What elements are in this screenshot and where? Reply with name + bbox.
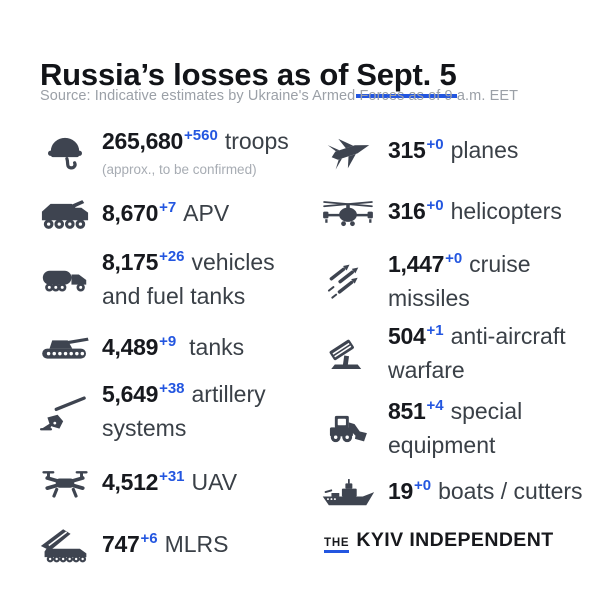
stat-delta: +4 — [426, 397, 444, 414]
stat-label: cruise missiles — [388, 251, 531, 311]
stat-label: boats / cutters — [438, 478, 583, 504]
stat-value: 315 — [388, 137, 426, 163]
stat-row-apv: 8,670+7 APV — [38, 196, 229, 233]
stat-delta: +9 — [159, 333, 177, 350]
stat-value: 747 — [102, 531, 140, 557]
logo-wordmark: KYIV INDEPENDENT — [356, 529, 554, 551]
title-date-underlined: Sept. 5 — [356, 56, 457, 98]
warship-icon — [320, 477, 376, 509]
stat-delta: +0 — [445, 250, 463, 267]
loader-icon — [320, 410, 376, 448]
stat-row-planes: 315+0 planes — [320, 131, 518, 173]
page-title: Russia’s losses as of Sept. 5 — [40, 56, 457, 98]
stat-delta: +7 — [159, 198, 177, 216]
stat-value: 19 — [388, 478, 413, 504]
stat-delta: +560 — [184, 127, 218, 144]
stat-delta: +1 — [426, 322, 444, 339]
stat-label: helicopters — [450, 198, 562, 224]
stat-row-mlrs: 747+6 MLRS — [38, 527, 229, 565]
fuel-truck-icon — [38, 263, 92, 297]
stat-label: anti-aircraft warfare — [388, 323, 566, 383]
stat-value: 316 — [388, 198, 426, 224]
missiles-icon — [320, 261, 376, 303]
stat-label: tanks — [189, 334, 245, 360]
stat-label: special equipment — [388, 398, 523, 458]
stat-label: APV — [183, 199, 230, 226]
drone-icon — [38, 467, 92, 501]
logo-the: THE — [324, 537, 350, 553]
stat-value: 8,670 — [102, 199, 159, 226]
stat-text: 8,175+26 vehicles and fuel tanks — [102, 247, 304, 312]
stat-value: 265,680 — [102, 128, 184, 154]
stat-text: 1,447+0 cruise missiles — [388, 249, 580, 314]
stat-delta: +6 — [140, 530, 158, 547]
stat-row-anti-aircraft: 504+1 anti-aircraft warfare — [320, 321, 600, 386]
stat-note: (approx., to be confirmed) — [102, 162, 257, 177]
apc-icon — [38, 196, 92, 233]
stat-value: 851 — [388, 398, 426, 424]
stat-text: 315+0 planes — [388, 135, 518, 169]
stat-row-special-equipment: 851+4 special equipment — [320, 396, 585, 461]
stat-value: 504 — [388, 323, 426, 349]
tank-icon — [38, 334, 92, 365]
stat-text: 8,670+7 APV — [102, 198, 229, 232]
stat-label: artillery systems — [102, 381, 266, 441]
stat-text: 851+4 special equipment — [388, 396, 585, 461]
stat-value: 5,649 — [102, 381, 159, 407]
stat-value: 8,175 — [102, 249, 159, 275]
helicopter-icon — [320, 197, 376, 229]
stat-label: troops — [224, 128, 289, 154]
title-prefix: Russia’s losses as of — [40, 56, 349, 92]
stat-text: 19+0 boats / cutters — [388, 476, 583, 510]
stat-row-boats: 19+0 boats / cutters — [320, 476, 583, 510]
stat-text: 316+0 helicopters — [388, 196, 562, 230]
stat-label: UAV — [191, 469, 238, 495]
stat-value: 4,512 — [102, 469, 159, 495]
stat-text: 5,649+38 artillery systems — [102, 379, 309, 444]
stat-row-troops: 265,680+560 troops (approx., to be confir… — [38, 126, 289, 178]
stat-delta: +26 — [159, 248, 185, 265]
stat-value: 1,447 — [388, 251, 445, 277]
stat-text: 747+6 MLRS — [102, 529, 229, 563]
stat-row-cruise-missiles: 1,447+0 cruise missiles — [320, 249, 580, 314]
stat-label: planes — [450, 137, 519, 163]
stat-row-artillery: 5,649+38 artillery systems — [38, 379, 309, 444]
stat-row-uav: 4,512+31 UAV — [38, 467, 237, 501]
anti-aircraft-icon — [320, 334, 376, 374]
stat-text: 504+1 anti-aircraft warfare — [388, 321, 600, 386]
stat-delta: +38 — [159, 380, 185, 397]
helmet-icon — [38, 130, 92, 174]
stat-row-tanks: 4,489+9 tanks — [38, 332, 244, 366]
stat-text: 4,489+9 tanks — [102, 332, 244, 366]
kyiv-independent-logo: THE KYIV INDEPENDENT — [324, 529, 554, 553]
stat-label: vehicles and fuel tanks — [102, 249, 275, 309]
stat-delta: +0 — [426, 136, 444, 153]
stat-text: 4,512+31 UAV — [102, 467, 237, 501]
stat-delta: +0 — [426, 197, 444, 214]
jet-icon — [320, 131, 376, 173]
artillery-icon — [38, 393, 92, 431]
stat-row-helicopters: 316+0 helicopters — [320, 196, 562, 230]
stat-row-vehicles: 8,175+26 vehicles and fuel tanks — [38, 247, 304, 312]
stat-delta: +0 — [413, 477, 432, 494]
source-line: Source: Indicative estimates by Ukraine'… — [40, 88, 519, 104]
stat-text: 265,680+560 troops (approx., to be confir… — [102, 126, 289, 178]
stat-delta: +31 — [159, 468, 185, 485]
mlrs-icon — [38, 527, 92, 565]
stat-value: 4,489 — [102, 334, 159, 360]
stat-label: MLRS — [164, 531, 229, 557]
